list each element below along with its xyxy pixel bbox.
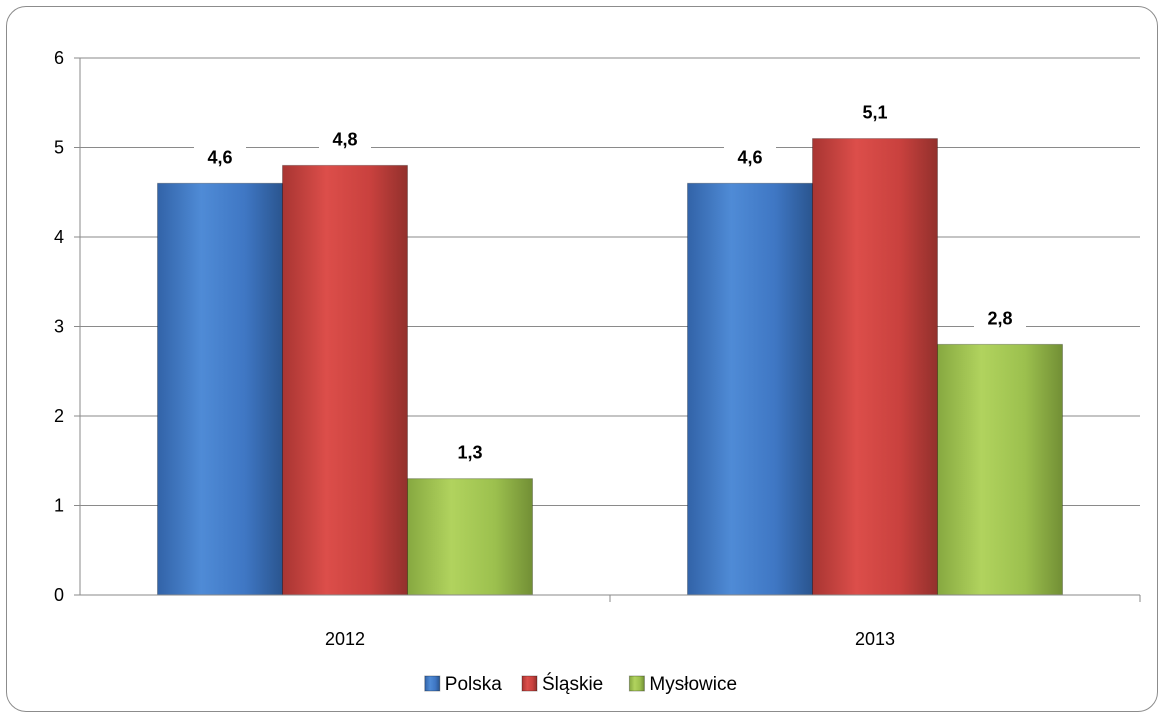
data-label: 4,8	[332, 129, 357, 149]
data-label: 5,1	[862, 103, 887, 123]
y-tick-label: 5	[54, 138, 64, 158]
data-label: 4,6	[737, 147, 762, 167]
data-label-bg	[849, 100, 901, 125]
y-tick-label: 6	[54, 48, 64, 68]
bar-polska	[157, 182, 283, 596]
legend-label: Mysłowice	[649, 674, 737, 695]
x-category-label: 2013	[855, 629, 895, 649]
data-label: 4,6	[207, 147, 232, 167]
data-label-bg	[444, 440, 496, 465]
legend-swatch-śląskie	[521, 675, 538, 692]
legend-label: Śląskie	[542, 673, 603, 695]
data-label: 2,8	[987, 308, 1012, 328]
bar-śląskie	[282, 164, 408, 596]
y-tick-label: 0	[54, 585, 64, 605]
legend-swatch-polska	[424, 675, 441, 692]
bar-mysłowice	[407, 478, 533, 596]
y-tick-label: 1	[54, 496, 64, 516]
data-label: 1,3	[457, 443, 482, 463]
x-category-label: 2012	[325, 629, 365, 649]
data-label-bg	[194, 145, 246, 170]
bar-polska	[687, 182, 813, 596]
data-label-bg	[974, 306, 1026, 331]
data-label-bg	[319, 127, 371, 152]
y-tick-label: 4	[54, 227, 64, 247]
y-tick-label: 2	[54, 406, 64, 426]
legend-swatch-mysłowice	[628, 675, 645, 692]
bar-mysłowice	[937, 343, 1063, 596]
legend-label: Polska	[445, 674, 502, 695]
bar-śląskie	[812, 138, 938, 596]
data-label-bg	[724, 145, 776, 170]
y-tick-label: 3	[54, 317, 64, 337]
